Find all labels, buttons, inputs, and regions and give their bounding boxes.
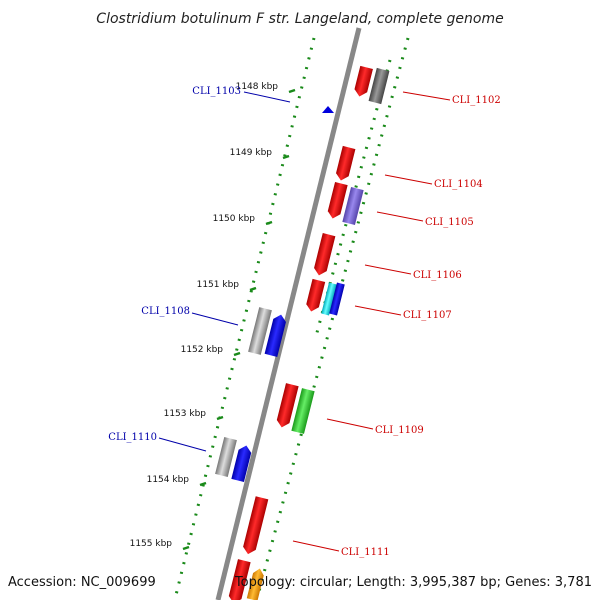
- kbp-tick-mark: [282, 154, 290, 160]
- gene-leader-line: [158, 437, 207, 452]
- gene-features: [215, 65, 390, 600]
- gene-feature: [246, 568, 264, 600]
- gene-feature: [306, 278, 326, 312]
- accession-text: Accession: NC_009699: [8, 575, 156, 590]
- kbp-tick-mark: [265, 220, 273, 226]
- gene-label[interactable]: CLI_1106: [413, 270, 462, 281]
- gene-leader-line: [354, 305, 402, 316]
- gene-feature: [321, 282, 337, 316]
- gene-label[interactable]: CLI_1108: [141, 306, 190, 317]
- gene-feature: [329, 282, 345, 316]
- gene-feature: [276, 383, 299, 428]
- genome-title: Clostridium botulinum F str. Langeland, …: [96, 11, 503, 27]
- gene-label[interactable]: CLI_1103: [192, 86, 241, 97]
- gene-leader-line: [376, 211, 424, 222]
- gene-label[interactable]: CLI_1111: [341, 547, 390, 558]
- gene-feature: [248, 307, 272, 355]
- gene-feature: [243, 496, 269, 555]
- kbp-tick-mark: [182, 545, 190, 551]
- gene-feature: [215, 436, 237, 478]
- kbp-tick-mark: [288, 88, 296, 94]
- gene-leader-line: [364, 264, 412, 275]
- gene-leader-line: [326, 418, 374, 430]
- gene-label[interactable]: CLI_1105: [425, 217, 474, 228]
- genome-backbone: [215, 27, 362, 600]
- gene-feature: [264, 314, 286, 357]
- gene-leader-line: [402, 91, 451, 101]
- gene-feature: [368, 67, 390, 105]
- gene-leader-line: [243, 91, 291, 103]
- gene-feature: [291, 388, 315, 434]
- kbp-tick-mark: [233, 351, 241, 357]
- topology-text: Topology: circular; Length: 3,995,387 bp…: [234, 575, 592, 590]
- kbp-tick-label: 1152 kbp: [181, 345, 224, 355]
- gene-feature: [354, 65, 373, 97]
- kbp-tick-mark: [199, 481, 207, 487]
- kbp-tick-label: 1150 kbp: [213, 214, 256, 224]
- kbp-tick-label: 1155 kbp: [130, 539, 173, 549]
- gene-label[interactable]: CLI_1102: [452, 95, 501, 106]
- forward-strand-guide-outer: [256, 37, 410, 596]
- kbp-ticks: 1148 kbp 1149 kbp 1150 kbp 1151 kbp 1152 kbp…: [130, 82, 296, 551]
- gene-leader-line: [292, 540, 340, 552]
- gene-feature: [327, 181, 348, 219]
- kbp-tick-mark: [249, 286, 257, 292]
- gene-label[interactable]: CLI_1104: [434, 179, 483, 190]
- kbp-tick-label: 1153 kbp: [164, 409, 207, 419]
- gene-marker-small: [322, 106, 334, 113]
- kbp-tick-label: 1149 kbp: [230, 148, 273, 158]
- gene-leader-line: [384, 174, 433, 185]
- gene-labels: CLI_1103 CLI_1102 CLI_1104 CLI_1105 CLI_1106…: [108, 86, 500, 558]
- gene-feature: [228, 559, 251, 600]
- gene-label[interactable]: CLI_1109: [375, 425, 424, 436]
- gene-feature: [336, 145, 356, 181]
- kbp-tick-label: 1148 kbp: [236, 82, 279, 92]
- kbp-tick-label: 1151 kbp: [197, 280, 240, 290]
- kbp-tick-mark: [216, 415, 224, 421]
- gene-label[interactable]: CLI_1110: [108, 432, 157, 443]
- gene-leader-line: [191, 312, 239, 326]
- gene-label[interactable]: CLI_1107: [403, 310, 452, 321]
- gene-feature: [342, 186, 364, 226]
- reverse-strand-guide: [174, 37, 316, 596]
- kbp-tick-label: 1154 kbp: [147, 475, 190, 485]
- gene-feature: [314, 233, 336, 276]
- gene-feature: [231, 445, 252, 483]
